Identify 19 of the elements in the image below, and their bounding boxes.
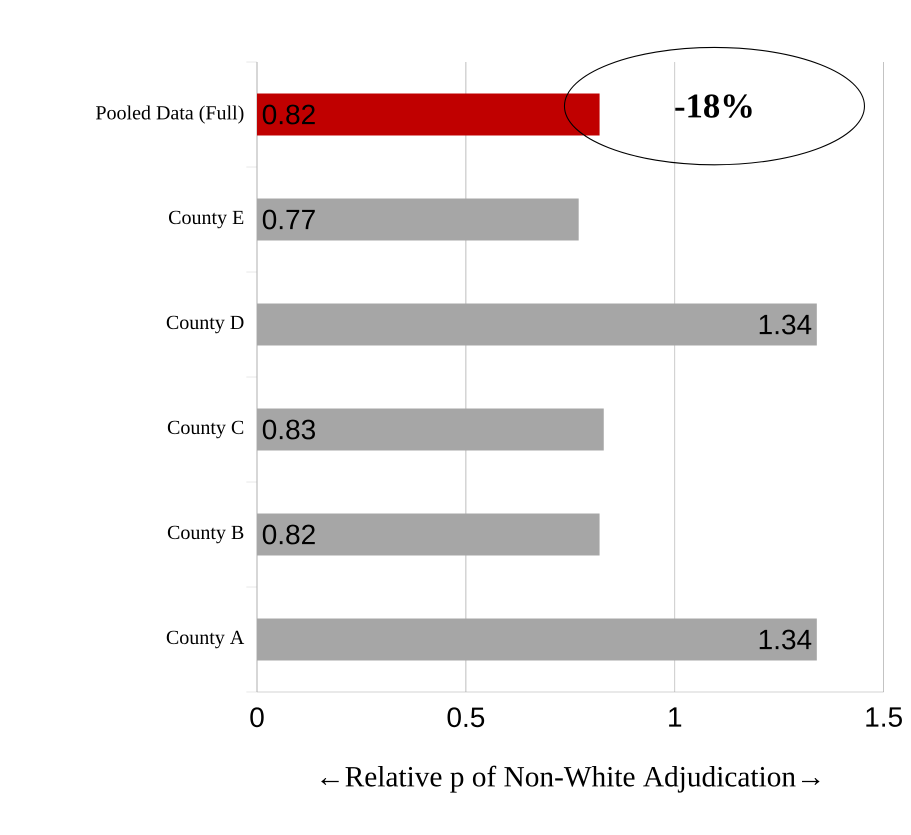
y-tick-label: County C bbox=[168, 420, 244, 438]
annotation: -18% bbox=[675, 94, 752, 118]
y-tick-label: County A bbox=[166, 630, 244, 648]
x-axis-title: ←Relative p of Non-White Adjudication→ bbox=[321, 766, 820, 793]
x-tick-label: 0 bbox=[250, 707, 264, 728]
data-label: 0.82 bbox=[262, 104, 315, 124]
y-tick-label: County E bbox=[168, 210, 244, 228]
y-tick-label: County D bbox=[166, 316, 244, 334]
bar bbox=[257, 94, 600, 136]
x-tick-label: 1 bbox=[669, 707, 682, 727]
x-tick-label: 1.5 bbox=[866, 707, 902, 727]
y-tick-label: Pooled Data (Full) bbox=[96, 105, 244, 124]
y-tick-label: County B bbox=[168, 526, 244, 544]
x-tick-label: 0.5 bbox=[448, 707, 484, 728]
data-label: 0.83 bbox=[262, 420, 315, 440]
data-label: 1.34 bbox=[760, 314, 812, 334]
data-label: 0.82 bbox=[262, 524, 315, 544]
data-label: 0.77 bbox=[262, 210, 315, 230]
data-label: 1.34 bbox=[760, 630, 812, 650]
